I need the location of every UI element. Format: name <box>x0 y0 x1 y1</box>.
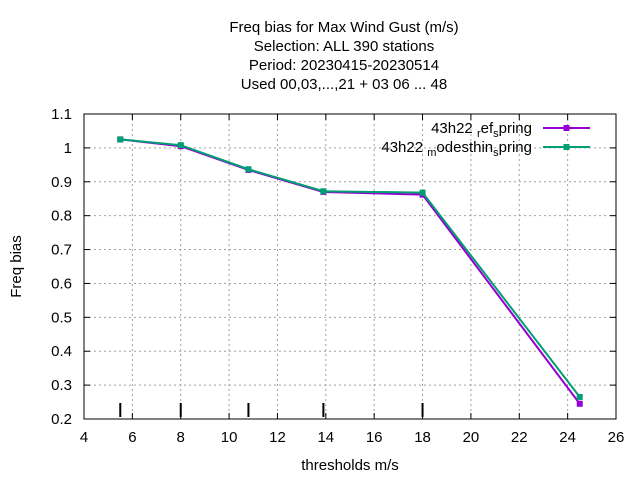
legend-swatch-marker <box>563 125 570 131</box>
y-tick-label: 0.4 <box>51 343 72 360</box>
y-axis-ticks: 0.2 0.3 0.4 0.5 0.6 0.7 0.8 0.9 1 1.1 <box>51 106 616 428</box>
data-point <box>576 393 583 400</box>
data-point <box>419 189 426 196</box>
title-line: Selection: ALL 390 stations <box>254 38 434 55</box>
data-point <box>177 142 184 149</box>
y-tick-label: 0.7 <box>51 242 72 259</box>
x-tick-label: 16 <box>366 429 383 446</box>
data-series <box>117 136 583 407</box>
data-point <box>245 166 252 173</box>
x-tick-label: 26 <box>608 429 625 446</box>
y-tick-label: 1 <box>64 140 72 157</box>
series-line <box>120 138 581 405</box>
x-tick-label: 8 <box>177 429 185 446</box>
y-tick-label: 0.6 <box>51 275 72 292</box>
x-tick-label: 6 <box>128 429 136 446</box>
chart-title: Freq bias for Max Wind Gust (m/s) Selecti… <box>229 19 458 93</box>
y-tick-label: 0.9 <box>51 174 72 191</box>
title-line: Period: 20230415-20230514 <box>249 57 439 74</box>
threshold-marks <box>119 403 424 417</box>
x-tick-label: 12 <box>269 429 286 446</box>
title-line: Used 00,03,...,21 + 03 06 ... 48 <box>241 76 447 93</box>
y-tick-label: 1.1 <box>51 106 72 123</box>
x-tick-label: 10 <box>221 429 238 446</box>
y-tick-label: 0.5 <box>51 309 72 326</box>
x-tick-label: 4 <box>80 429 88 446</box>
legend-label: 43h22 refspring <box>431 120 532 140</box>
data-point <box>320 188 327 195</box>
data-point <box>117 136 124 143</box>
y-tick-label: 0.3 <box>51 377 72 394</box>
plot-frame <box>83 113 617 420</box>
series-line <box>120 138 581 398</box>
x-axis-ticks: 4 6 8 10 12 14 16 18 20 22 24 26 <box>80 114 625 446</box>
x-axis-label: thresholds m/s <box>301 457 399 474</box>
grid-lines <box>84 114 616 419</box>
legend-label: 43h22 modesthinspring <box>381 139 532 159</box>
x-tick-label: 22 <box>511 429 528 446</box>
x-tick-label: 24 <box>559 429 576 446</box>
x-tick-label: 14 <box>317 429 334 446</box>
data-point <box>576 400 583 407</box>
title-line: Freq bias for Max Wind Gust (m/s) <box>229 19 458 36</box>
x-tick-label: 18 <box>414 429 431 446</box>
y-tick-label: 0.8 <box>51 208 72 225</box>
legend-swatch-marker <box>563 144 570 150</box>
x-tick-label: 20 <box>463 429 480 446</box>
y-axis-label: Freq bias <box>8 235 25 298</box>
y-tick-label: 0.2 <box>51 411 72 428</box>
